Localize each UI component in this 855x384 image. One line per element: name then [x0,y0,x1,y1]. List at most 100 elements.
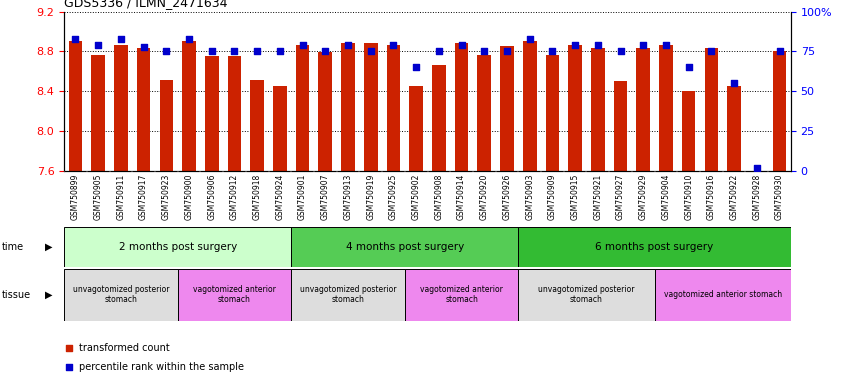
Text: GSM750928: GSM750928 [752,174,761,220]
Point [728,80,741,86]
Point [545,48,559,55]
Text: GSM750930: GSM750930 [775,174,784,220]
Text: GSM750903: GSM750903 [525,174,534,220]
Text: GSM750916: GSM750916 [707,174,716,220]
Point [386,42,400,48]
Point [296,42,310,48]
Point [750,165,764,171]
Point [68,36,82,42]
Point [432,48,445,55]
Point [500,48,514,55]
Point [62,344,76,351]
Bar [728,86,741,171]
Bar [137,48,150,171]
Text: GSM750905: GSM750905 [94,174,103,220]
Bar [659,45,673,171]
Text: GSM750902: GSM750902 [411,174,421,220]
Text: 6 months post surgery: 6 months post surgery [595,242,714,252]
Bar [273,86,286,171]
Text: vagotomized anterior stomach: vagotomized anterior stomach [663,290,781,299]
Text: GSM750922: GSM750922 [729,174,739,220]
Bar [318,52,332,171]
Bar [410,86,423,171]
Bar [182,41,196,171]
Bar [655,269,791,321]
Point [477,48,491,55]
Bar [364,43,378,171]
Point [341,42,355,48]
Point [182,36,196,42]
Point [523,36,537,42]
Text: GSM750913: GSM750913 [344,174,352,220]
Text: ▶: ▶ [45,290,52,300]
Bar [614,81,628,171]
Point [659,42,673,48]
Text: GSM750912: GSM750912 [230,174,239,220]
Point [91,42,105,48]
Text: GSM750919: GSM750919 [366,174,375,220]
Bar [68,41,82,171]
Text: unvagotomized posterior
stomach: unvagotomized posterior stomach [539,285,634,305]
Bar [569,45,582,171]
Bar [227,56,241,171]
Bar [636,48,650,171]
Point [591,42,604,48]
Point [364,48,378,55]
Bar [477,55,491,171]
Text: tissue: tissue [2,290,31,300]
Text: GSM750909: GSM750909 [548,174,557,220]
Text: ▶: ▶ [45,242,52,252]
Text: time: time [2,242,24,252]
Bar [523,41,536,171]
Text: GSM750926: GSM750926 [503,174,511,220]
Text: GSM750907: GSM750907 [321,174,330,220]
Point [273,48,286,55]
Text: GSM750920: GSM750920 [480,174,489,220]
Point [410,64,423,70]
Bar [773,51,787,171]
Bar [64,227,292,267]
Bar [681,91,695,171]
Point [114,36,127,42]
Text: GSM750917: GSM750917 [139,174,148,220]
Text: GDS5336 / ILMN_2471634: GDS5336 / ILMN_2471634 [64,0,227,9]
Bar [296,45,310,171]
Bar [160,80,173,171]
Point [227,48,241,55]
Point [62,364,76,370]
Point [569,42,582,48]
Point [681,64,695,70]
Text: GSM750921: GSM750921 [593,174,602,220]
Bar [205,56,219,171]
Text: GSM750923: GSM750923 [162,174,171,220]
Bar [404,269,518,321]
Bar [545,55,559,171]
Bar [591,48,604,171]
Text: GSM750924: GSM750924 [275,174,285,220]
Text: 2 months post surgery: 2 months post surgery [119,242,237,252]
Point [636,42,650,48]
Text: GSM750900: GSM750900 [185,174,193,220]
Point [614,48,628,55]
Text: transformed count: transformed count [79,343,169,353]
Bar [432,65,445,171]
Text: GSM750908: GSM750908 [434,174,444,220]
Text: GSM750910: GSM750910 [684,174,693,220]
Text: GSM750914: GSM750914 [457,174,466,220]
Text: GSM750911: GSM750911 [116,174,126,220]
Bar [91,55,105,171]
Point [251,48,264,55]
Bar [705,48,718,171]
Text: vagotomized anterior
stomach: vagotomized anterior stomach [420,285,503,305]
Bar [178,269,292,321]
Point [205,48,219,55]
Bar [518,227,791,267]
Text: 4 months post surgery: 4 months post surgery [345,242,464,252]
Bar [341,43,355,171]
Bar [64,269,178,321]
Bar [500,46,514,171]
Point [318,48,332,55]
Bar [386,45,400,171]
Text: GSM750918: GSM750918 [253,174,262,220]
Bar [114,45,127,171]
